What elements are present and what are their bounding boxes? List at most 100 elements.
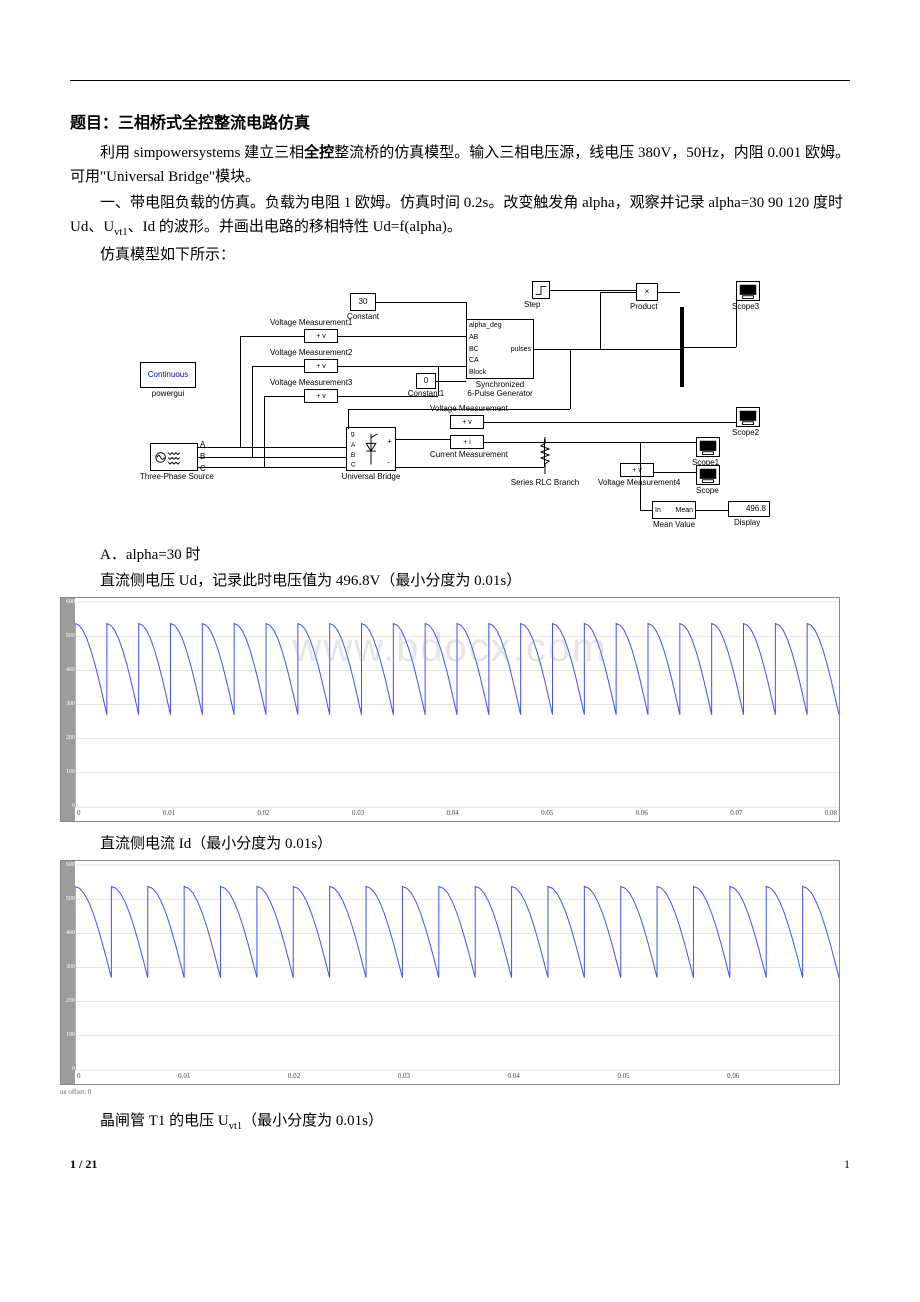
wire [264, 396, 265, 467]
port-bc: BC [469, 346, 479, 354]
label-vm2: Voltage Measurement2 [270, 349, 352, 357]
waveform-id-wrap: 600 500 400 300 200 100 0 0 0.01 0.02 0.… [60, 860, 840, 1098]
wire [348, 409, 570, 410]
port-ca: CA [469, 357, 531, 365]
block-vm1: + v [304, 329, 338, 343]
port-ab: AB [469, 334, 531, 342]
port-mean: Mean [675, 507, 693, 515]
wire [240, 336, 304, 337]
svg-text:C: C [351, 462, 356, 469]
block-scope2 [736, 407, 760, 427]
port-pulses: pulses [511, 346, 531, 354]
ylabel: 200 [63, 997, 75, 1007]
svg-text:B: B [351, 452, 356, 459]
waveform-id: 600 500 400 300 200 100 0 0 0.01 0.02 0.… [60, 860, 840, 1085]
ylabel: 500 [63, 895, 75, 905]
y-labels: 600 500 400 300 200 100 0 [63, 861, 75, 1074]
ylabel: 600 [63, 861, 75, 871]
label-powergui: powergui [140, 390, 196, 398]
xlabel: 0.07 [730, 808, 742, 819]
block-vm-out: + v [450, 415, 484, 429]
simulink-diagram: Continuous powergui 30 Constant Step × P… [140, 277, 780, 537]
waveform-ud-wrap: 600 500 400 300 200 100 0 www.bdocx.com … [60, 597, 840, 822]
ylabel: 500 [63, 632, 75, 642]
ylabel: 0 [63, 802, 75, 812]
text: 晶闸管 T1 的电压 U [100, 1113, 229, 1129]
wire [348, 409, 349, 429]
paragraph-2: 一、带电阻负载的仿真。负载为电阻 1 欧姆。仿真时间 0.2s。改变触发角 al… [70, 191, 850, 242]
ylabel: 400 [63, 929, 75, 939]
waveform-ud: 600 500 400 300 200 100 0 www.bdocx.com … [60, 597, 840, 822]
label-scope: Scope [696, 487, 719, 495]
label-universal-bridge: Universal Bridge [338, 473, 404, 481]
wire [264, 396, 304, 397]
label-vm3: Voltage Measurement3 [270, 379, 352, 387]
ylabel: 300 [63, 963, 75, 973]
wire [640, 442, 641, 510]
page-footer: 1 / 21 1 [70, 1155, 850, 1174]
wire [736, 301, 737, 347]
y-axis-bar: 600 500 400 300 200 100 0 [61, 861, 75, 1084]
text: （最小分度为 0.01s） [242, 1113, 383, 1129]
subscript: vt1 [114, 227, 127, 238]
label-rlc: Series RLC Branch [504, 479, 586, 487]
label-syncgen2: 6-Pulse Generator [458, 390, 542, 398]
block-constant-30: 30 [350, 293, 376, 311]
label-meanval: Mean Value [648, 521, 700, 529]
block-pulse-gen: alpha_deg AB BCpulses CA Block [466, 319, 534, 379]
xlabel: 0.04 [447, 808, 459, 819]
x-labels: 0 0.01 0.02 0.03 0.04 0.05 0.06 0.07 0.0… [75, 808, 839, 819]
wire [252, 366, 253, 457]
block-three-phase-source [150, 443, 198, 471]
wire [658, 292, 680, 293]
label-three-phase-source: Three-Phase Source [140, 473, 210, 481]
wire [570, 349, 571, 409]
wire [338, 396, 438, 397]
wire [600, 292, 636, 293]
ylabel: 400 [63, 666, 75, 676]
xlabel: 0.03 [398, 1071, 410, 1082]
port-a: A [200, 441, 205, 449]
block-display: 496.8 [728, 501, 770, 517]
xlabel: 0.03 [352, 808, 364, 819]
top-rule [70, 80, 850, 81]
waveform-ud-svg [75, 598, 839, 821]
subscript: vt1 [229, 1121, 242, 1132]
wire [198, 467, 346, 468]
wire [338, 366, 466, 367]
svg-text:A: A [351, 442, 356, 449]
xlabel: 0.02 [288, 1071, 300, 1082]
footer-right: 1 [844, 1155, 850, 1174]
svg-text:-: - [387, 458, 390, 467]
xlabel: 0.01 [178, 1071, 190, 1082]
wire [338, 336, 466, 337]
label-display: Display [734, 519, 760, 527]
block-vm4: + v [620, 463, 654, 477]
line-uvt1: 晶闸管 T1 的电压 Uvt1（最小分度为 0.01s） [70, 1109, 850, 1136]
line-ud: 直流侧电压 Ud，记录此时电压值为 496.8V（最小分度为 0.01s） [70, 569, 850, 593]
block-cm: + i [450, 435, 484, 449]
wire [684, 347, 736, 348]
xlabel: 0.01 [163, 808, 175, 819]
xlabel: 0.06 [636, 808, 648, 819]
wire [550, 290, 636, 291]
text: 、Id 的波形。并画出电路的移相特性 Ud=f(alpha)。 [128, 219, 462, 235]
block-vm3: + v [304, 389, 338, 403]
text-bold: 全控 [304, 145, 334, 161]
block-scope [696, 465, 720, 485]
x-labels: 0 0.01 0.02 0.03 0.04 0.05 0.06 [75, 1071, 839, 1082]
xlabel: 0.04 [508, 1071, 520, 1082]
xlabel: 0.05 [617, 1071, 629, 1082]
label-step: Step [524, 301, 540, 309]
line-id: 直流侧电流 Id（最小分度为 0.01s） [70, 832, 850, 856]
port-block: Block [469, 369, 531, 377]
block-scope3 [736, 281, 760, 301]
offset-label: ne offset: 0 [60, 1087, 840, 1098]
y-axis-bar: 600 500 400 300 200 100 0 [61, 598, 75, 821]
case-a-title: A．alpha=30 时 [70, 543, 850, 567]
paragraph-1: 利用 simpowersystems 建立三相全控整流桥的仿真模型。输入三相电压… [70, 141, 850, 189]
ylabel: 0 [63, 1065, 75, 1075]
wire [198, 447, 346, 448]
title-main: 三相桥式全控整流电路仿真 [118, 115, 310, 132]
wire [600, 292, 601, 349]
